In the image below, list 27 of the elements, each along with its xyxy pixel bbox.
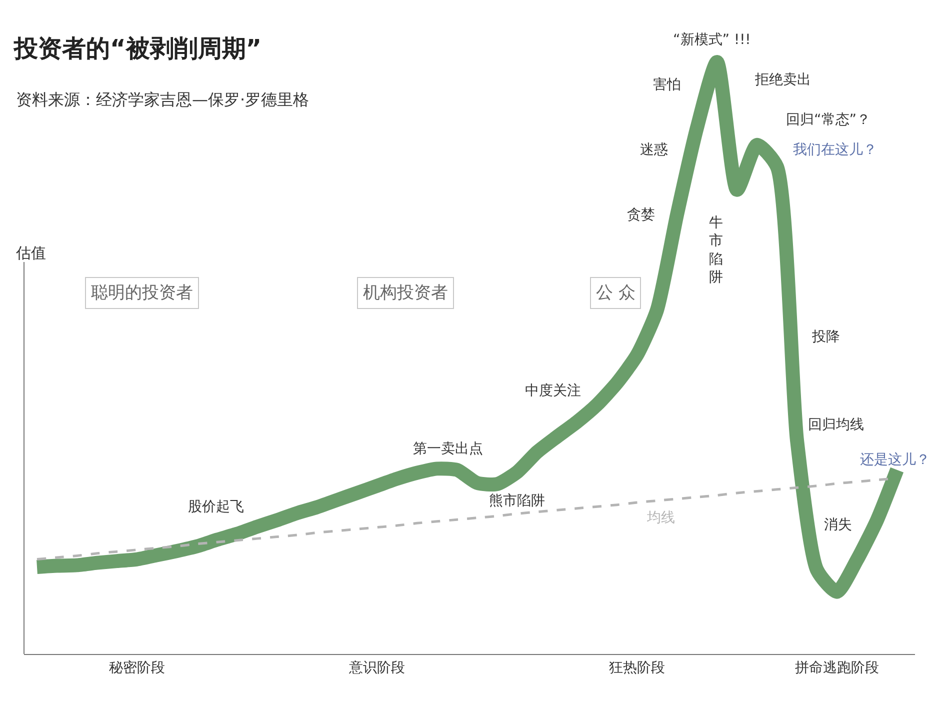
annotation: 聪明的投资者 xyxy=(91,283,193,303)
x-tick-label: 狂热阶段 xyxy=(609,660,665,676)
annotation: 第一卖出点 xyxy=(413,441,483,457)
annotation: 牛市陷阱 xyxy=(709,215,723,286)
annotation: 我们在这儿？ xyxy=(793,142,877,158)
x-tick-label: 意识阶段 xyxy=(348,660,405,676)
annotation: 公 众 xyxy=(596,283,636,303)
annotation: 贪婪 xyxy=(627,207,655,223)
annotation: 机构投资者 xyxy=(363,283,448,303)
text: “新模式” !!! xyxy=(673,32,751,48)
x-tick-label: 秘密阶段 xyxy=(109,660,165,676)
y-axis-title: 估值 xyxy=(15,244,46,262)
annotation: 迷惑 xyxy=(640,142,668,158)
text: 资料来源：经济学家吉恩—保罗·罗德里格 xyxy=(16,90,310,109)
annotation: 回归均线 xyxy=(808,417,864,433)
annotation: 拒绝卖出 xyxy=(754,72,811,88)
annotation: 回归“常态”？ xyxy=(786,112,871,128)
annotation: 还是这儿？ xyxy=(860,452,930,468)
annotation: 股价起飞 xyxy=(188,499,244,515)
chart-title: 投资者的“被剥削周期” xyxy=(13,34,262,62)
annotation: 消失 xyxy=(824,517,852,533)
annotation: 中度关注 xyxy=(525,383,581,399)
annotation: 熊市陷阱 xyxy=(489,493,545,509)
series-label: 均线 xyxy=(646,510,675,526)
annotation: 投降 xyxy=(811,329,840,345)
annotation: 害怕 xyxy=(653,77,681,93)
x-tick-label: 拼命逃跑阶段 xyxy=(795,660,879,676)
